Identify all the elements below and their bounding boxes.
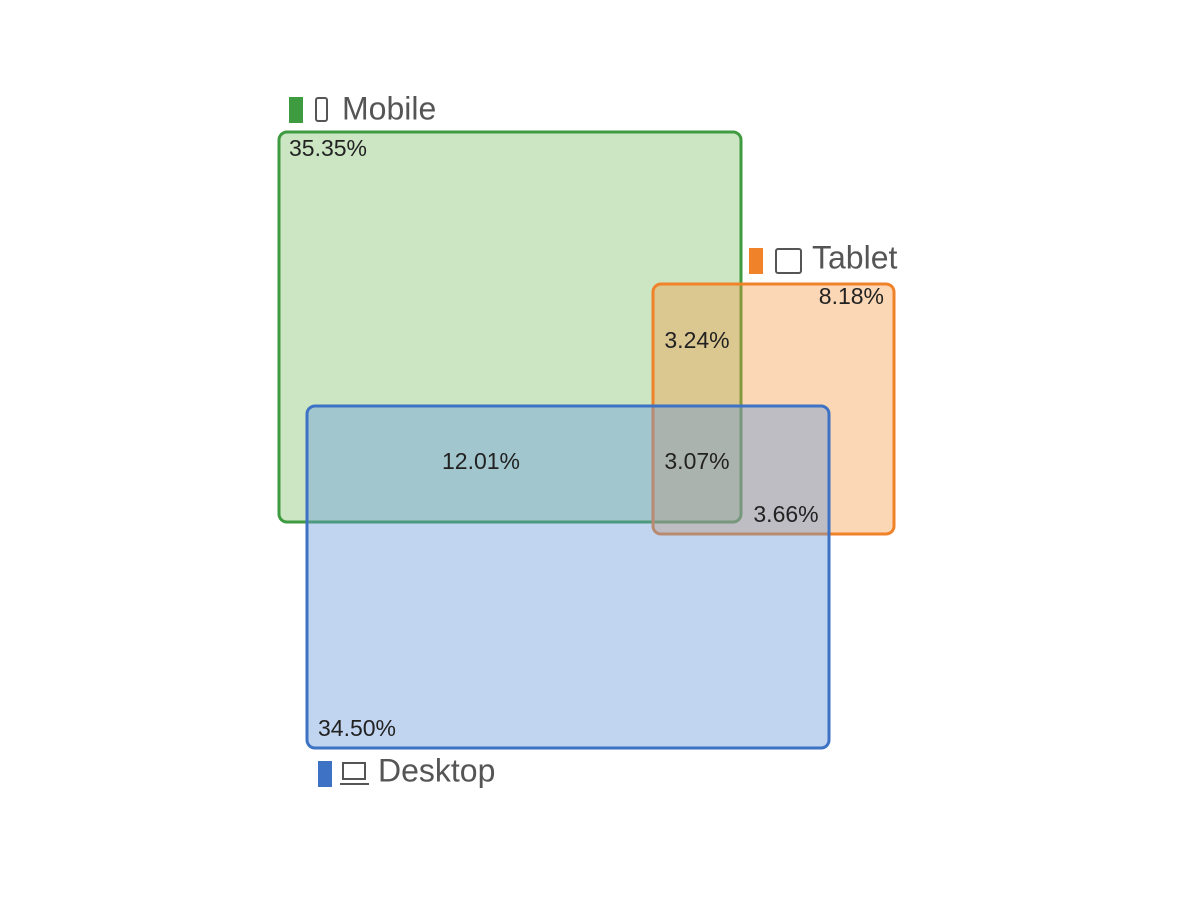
tablet-set	[651, 282, 896, 536]
set-name: Tablet	[812, 239, 898, 275]
set-name: Desktop	[378, 752, 495, 788]
legend-swatch	[289, 97, 303, 123]
phone-icon	[315, 97, 328, 122]
region-label: 12.01%	[442, 448, 520, 474]
legend-swatch	[749, 248, 763, 274]
desktop-set	[305, 404, 831, 750]
region-label: 34.50%	[318, 715, 396, 741]
region-label: 35.35%	[289, 135, 367, 161]
mobile-set	[277, 130, 743, 524]
region-label: 8.18%	[819, 283, 884, 309]
region-label: 3.24%	[664, 327, 729, 353]
tablet-icon	[775, 248, 802, 274]
region-label: 3.66%	[753, 501, 818, 527]
monitor-icon	[342, 762, 366, 780]
set-name: Mobile	[342, 90, 436, 126]
legend-swatch	[318, 761, 332, 787]
region-label: 3.07%	[664, 448, 729, 474]
